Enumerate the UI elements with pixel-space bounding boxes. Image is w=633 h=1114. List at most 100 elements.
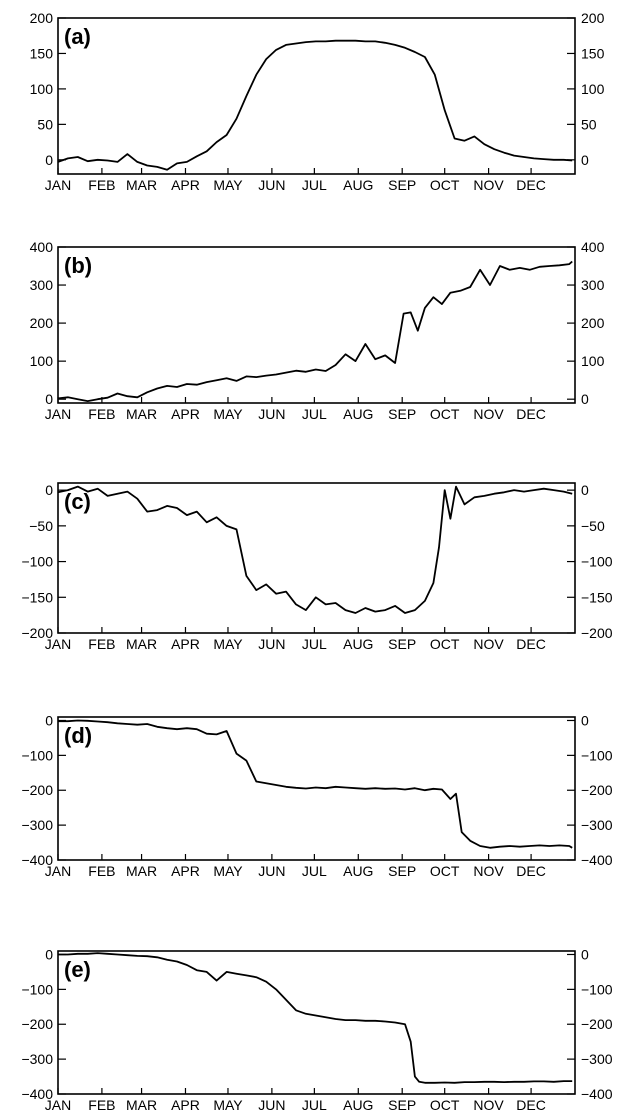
x-tick-label: MAY (213, 636, 243, 652)
x-tick-label: APR (171, 636, 200, 652)
y-tick-label-right: 0 (581, 712, 589, 728)
y-tick-label-left: 0 (45, 946, 53, 962)
y-tick-label-right: 100 (581, 353, 605, 369)
x-tick-label: FEB (88, 1097, 115, 1113)
y-tick-label-right: −50 (581, 518, 605, 534)
x-tick-label: FEB (88, 636, 115, 652)
chart-panel-a: 0 0 50 50 100 100 150 150 200 200 JAN FEB MAR APR MAY J… (30, 10, 605, 193)
y-tick-label-right: 50 (581, 116, 597, 132)
y-tick-label-right: 0 (581, 482, 589, 498)
series-line-b (57, 260, 573, 403)
x-tick-label: OCT (430, 863, 460, 879)
y-tick-label-left: 0 (45, 482, 53, 498)
y-tick-label-right: 0 (581, 391, 589, 407)
x-tick-label: MAR (126, 863, 157, 879)
series-line-e (58, 952, 573, 1084)
x-tick-label: JUN (258, 1097, 285, 1113)
y-tick-label-left: −200 (21, 1016, 53, 1032)
x-tick-label: JUN (258, 177, 285, 193)
x-tick-label: MAR (126, 177, 157, 193)
x-tick-label: FEB (88, 177, 115, 193)
series-line-c (57, 485, 573, 614)
x-tick-label: DEC (516, 177, 546, 193)
y-tick-label-left: −100 (21, 981, 53, 997)
y-tick-label-left: −150 (21, 589, 53, 605)
x-tick-label: DEC (516, 1097, 546, 1113)
panel-label-b: (b) (64, 253, 92, 278)
y-tick-label-left: −50 (29, 518, 53, 534)
y-tick-label-right: −100 (581, 554, 613, 570)
y-tick-label-left: −300 (21, 1051, 53, 1067)
x-tick-label: FEB (88, 863, 115, 879)
y-tick-label-right: −400 (581, 852, 613, 868)
x-tick-label: DEC (516, 406, 546, 422)
y-tick-label-right: 100 (581, 81, 605, 97)
x-tick-label: DEC (516, 636, 546, 652)
y-tick-label-left: 0 (45, 712, 53, 728)
panels-container: 0 0 50 50 100 100 150 150 200 200 JAN FEB MAR APR MAY J… (21, 10, 612, 1113)
plot-frame-d (57, 716, 576, 861)
x-tick-label: AUG (343, 863, 373, 879)
y-tick-label-right: −100 (581, 981, 613, 997)
series-line-a (57, 39, 573, 171)
plot-frame-e (57, 950, 576, 1095)
panel-label-a: (a) (64, 24, 91, 49)
series-line-d (58, 719, 573, 849)
y-tick-label-right: −300 (581, 1051, 613, 1067)
x-tick-label: SEP (388, 177, 416, 193)
x-tick-label: APR (171, 1097, 200, 1113)
panel-label-e: (e) (64, 957, 91, 982)
x-tick-label: JAN (45, 177, 71, 193)
y-tick-label-right: 400 (581, 239, 605, 255)
panel-label-d: (d) (64, 723, 92, 748)
y-tick-label-right: 150 (581, 45, 605, 61)
y-tick-label-right: 300 (581, 277, 605, 293)
y-tick-label-left: 0 (45, 391, 53, 407)
y-tick-label-left: −100 (21, 747, 53, 763)
x-tick-label: NOV (473, 863, 504, 879)
x-tick-label: JUL (302, 1097, 327, 1113)
y-tick-label-left: −200 (21, 625, 53, 641)
x-tick-label: JUL (302, 863, 327, 879)
x-tick-label: NOV (473, 177, 504, 193)
x-tick-label: JUN (258, 863, 285, 879)
y-tick-label-left: 100 (30, 353, 54, 369)
chart-panel-b: 0 0 100 100 200 200 300 300 400 400 JAN FEB MAR APR MA… (30, 239, 605, 422)
x-tick-label: MAR (126, 406, 157, 422)
y-tick-label-left: 150 (30, 45, 54, 61)
y-tick-label-left: 100 (30, 81, 54, 97)
x-tick-label: JAN (45, 1097, 71, 1113)
plot-frame-c (57, 482, 576, 634)
x-tick-label: JUL (302, 636, 327, 652)
y-tick-label-left: −200 (21, 782, 53, 798)
y-tick-label-right: −300 (581, 817, 613, 833)
x-tick-label: SEP (388, 636, 416, 652)
x-tick-label: JAN (45, 636, 71, 652)
y-tick-label-right: −200 (581, 782, 613, 798)
y-tick-label-right: −400 (581, 1086, 613, 1102)
x-tick-label: JUN (258, 406, 285, 422)
y-tick-label-left: −400 (21, 852, 53, 868)
x-tick-label: APR (171, 863, 200, 879)
x-tick-label: NOV (473, 406, 504, 422)
y-tick-label-right: −150 (581, 589, 613, 605)
y-tick-label-right: 0 (581, 152, 589, 168)
y-tick-label-left: 200 (30, 10, 54, 26)
x-tick-label: DEC (516, 863, 546, 879)
y-tick-label-left: −100 (21, 554, 53, 570)
x-tick-label: SEP (388, 1097, 416, 1113)
y-tick-label-left: 300 (30, 277, 54, 293)
x-tick-label: NOV (473, 1097, 504, 1113)
x-tick-label: NOV (473, 636, 504, 652)
x-tick-label: AUG (343, 177, 373, 193)
x-tick-label: AUG (343, 406, 373, 422)
y-tick-label-left: −400 (21, 1086, 53, 1102)
y-tick-label-right: −100 (581, 747, 613, 763)
panel-label-c: (c) (64, 489, 91, 514)
y-tick-label-left: −300 (21, 817, 53, 833)
y-tick-label-right: −200 (581, 625, 613, 641)
y-tick-label-right: 200 (581, 315, 605, 331)
y-tick-label-left: 400 (30, 239, 54, 255)
